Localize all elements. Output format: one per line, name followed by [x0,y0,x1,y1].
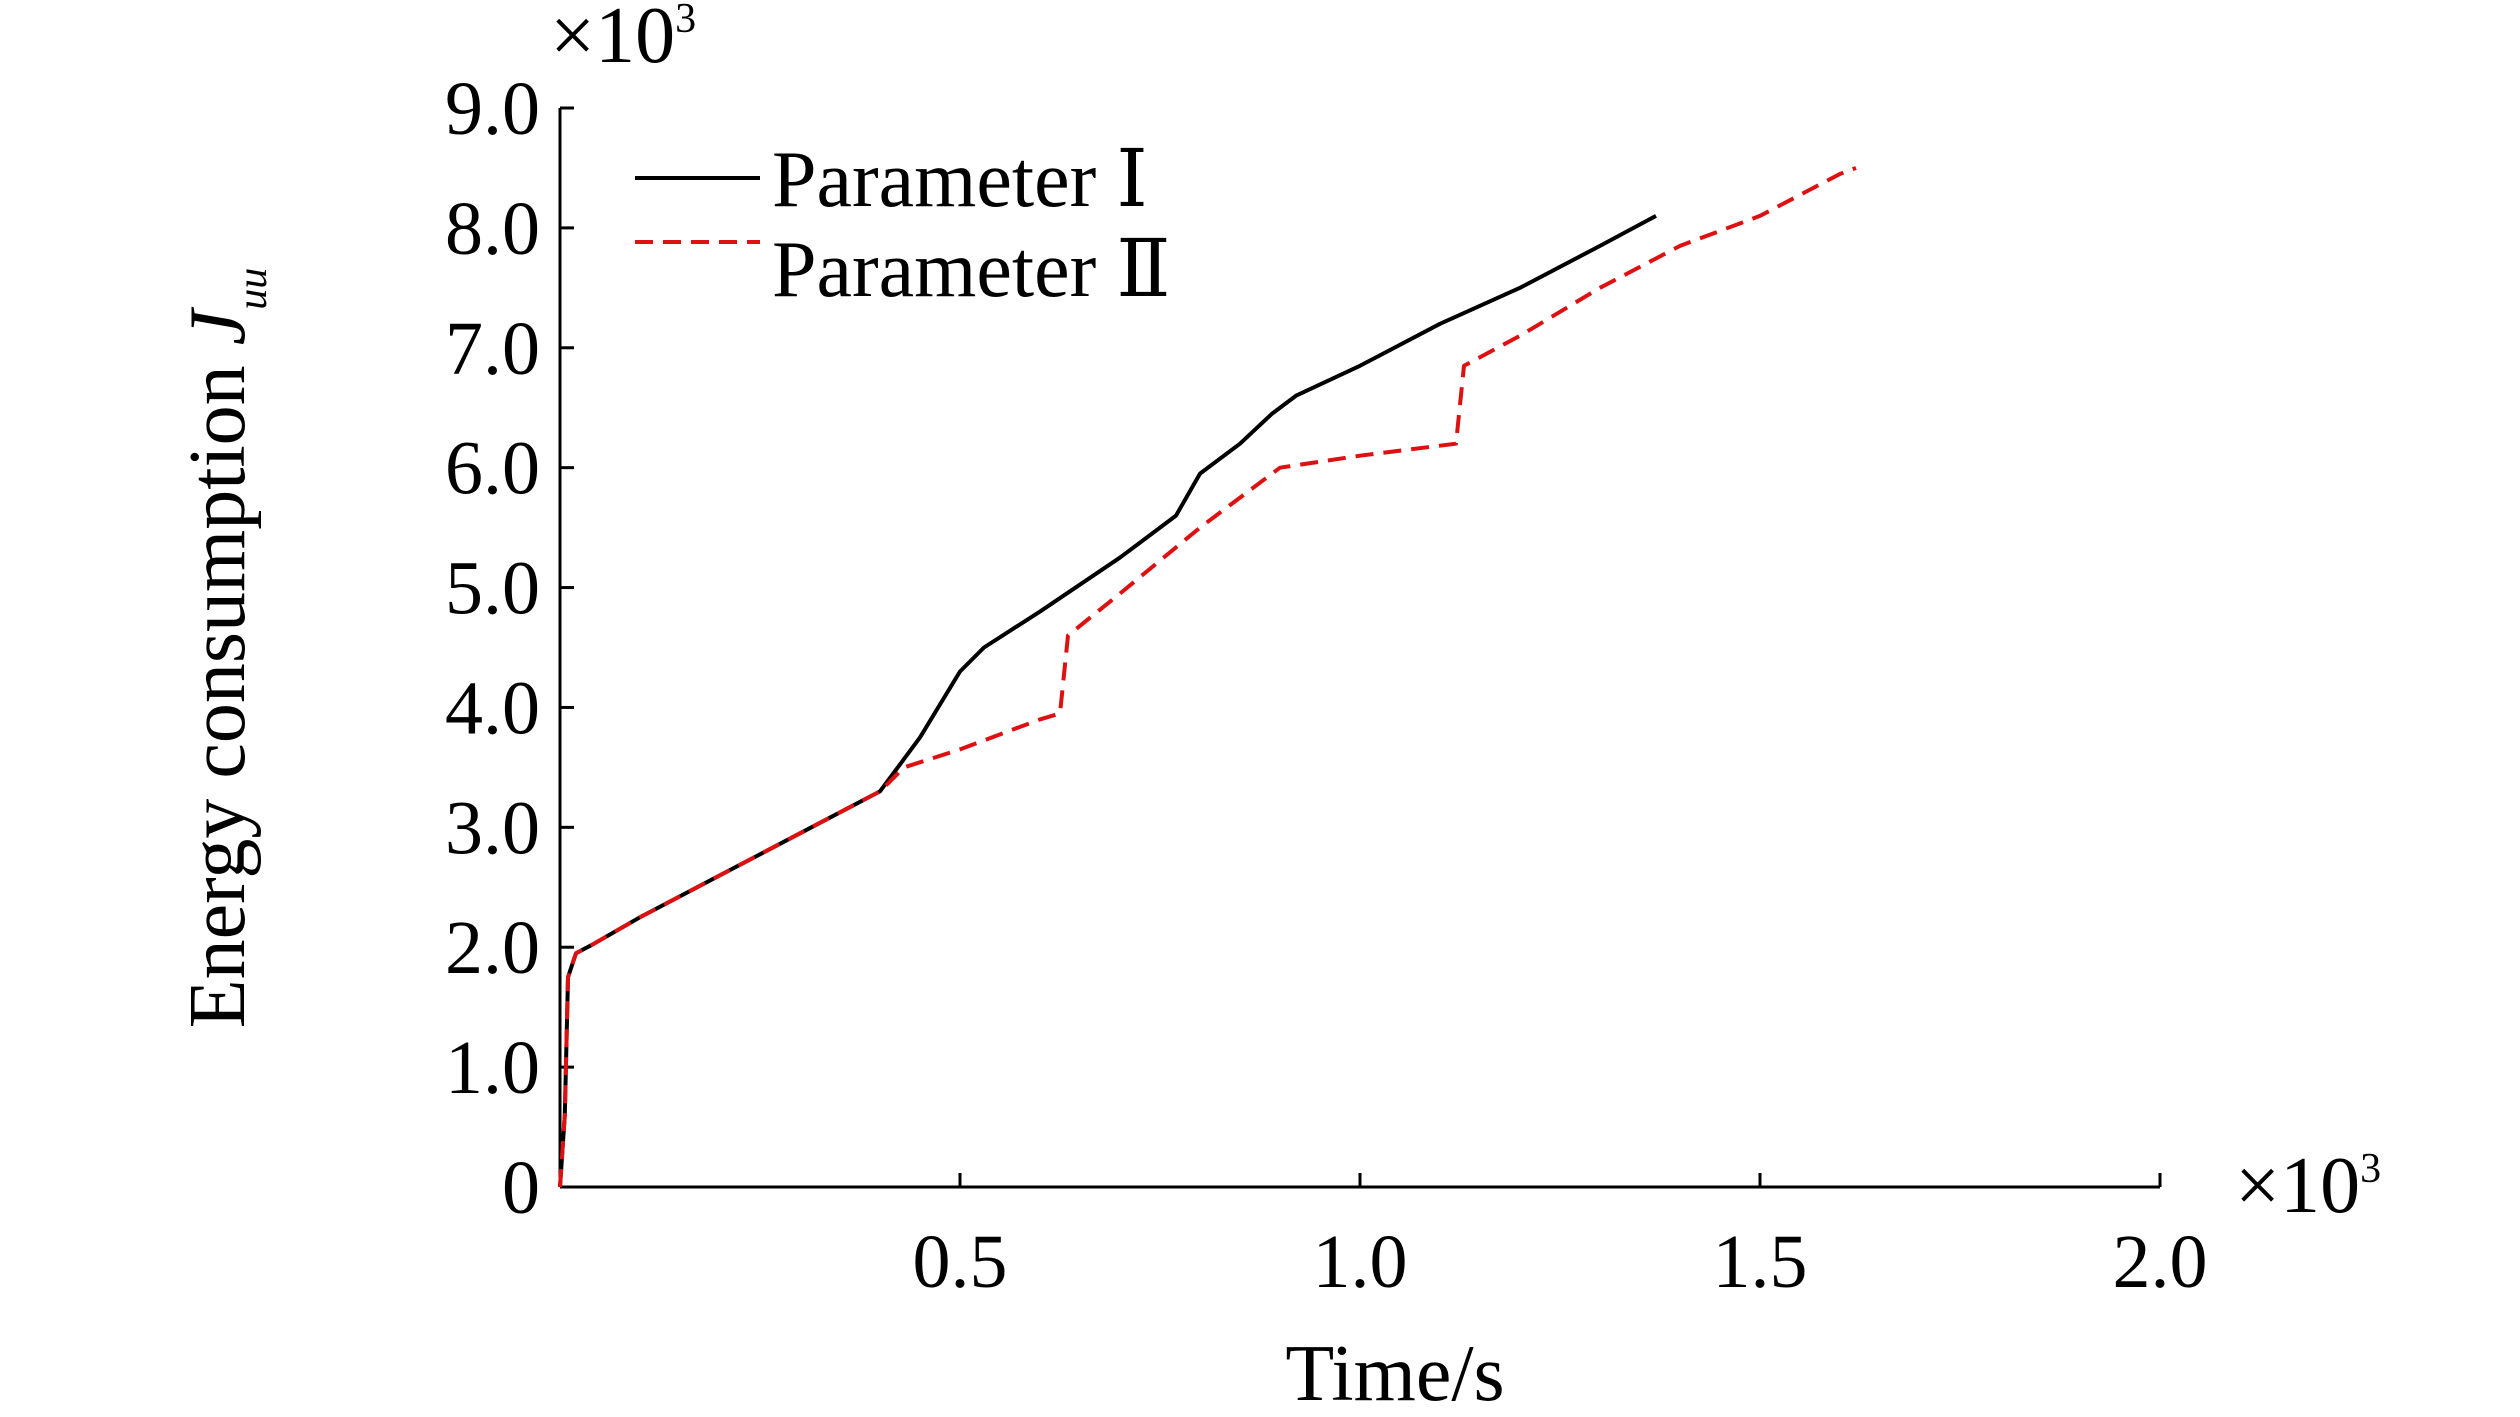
y-tick-label: 0 [502,1146,540,1230]
y-tick-label: 1.0 [445,1026,540,1110]
y-tick-label: 8.0 [445,187,540,271]
x-axis-ticks: 0.5 1.0 1.5 2.0 [913,1173,2208,1304]
series-line-parameter-1 [558,214,1657,1188]
legend: Parameter Ⅰ Parameter Ⅱ [635,136,1171,314]
y-tick-label: 2.0 [445,906,540,990]
series-line-parameter-2 [558,166,1857,1188]
x-tick-label: 1.0 [1313,1220,1408,1304]
x-axis-title: Time/s [1285,1330,1504,1417]
y-axis-ticks: 0 1.0 2.0 3.0 4.0 5.0 6.0 7.0 8.0 9.0 [445,67,574,1230]
y-multiplier: ×103 [550,0,696,80]
y-tick-label: 3.0 [445,786,540,870]
x-tick-label: 0.5 [913,1220,1008,1304]
y-tick-label: 7.0 [445,307,540,391]
x-tick-label: 1.5 [1713,1220,1808,1304]
y-tick-label: 6.0 [445,427,540,511]
x-tick-label: 2.0 [2113,1220,2208,1304]
x-multiplier: ×103 [2235,1142,2381,1230]
plot-lines [558,166,1857,1188]
legend-label-parameter-1: Parameter Ⅰ [772,136,1148,224]
y-tick-label: 9.0 [445,67,540,151]
y-axis-title: Energy consumption Juu [174,268,276,1028]
y-tick-label: 4.0 [445,666,540,750]
legend-label-parameter-2: Parameter Ⅱ [772,226,1171,314]
y-tick-label: 5.0 [445,547,540,631]
